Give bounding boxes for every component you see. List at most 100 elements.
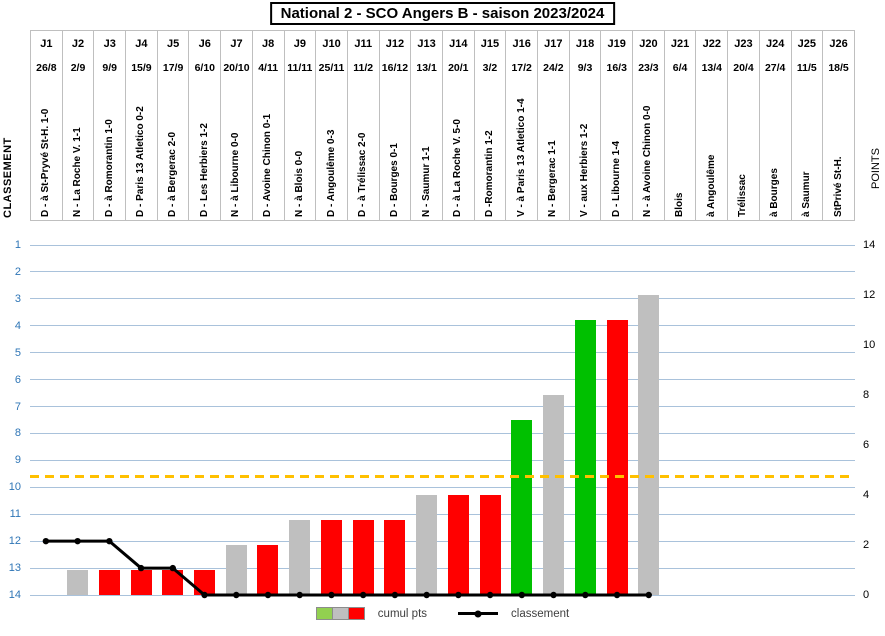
- right-axis-tick: 0: [863, 589, 870, 601]
- right-axis-tick: 14: [863, 239, 876, 251]
- matchday-result-cell: D - Angoulême 0-3: [316, 80, 348, 220]
- matchday-date-cell: 2/9: [63, 56, 95, 80]
- matchday-result-cell: D - Avoine Chinon 0-1: [253, 80, 285, 220]
- matchday-result-cell: D - Les Herbiers 1-2: [189, 80, 222, 220]
- matchday-result-cell: V - aux Herbiers 1-2: [570, 80, 602, 220]
- matchday-result-label: D - à St-Pryvé St-H. 1-0: [40, 108, 52, 217]
- left-axis-tick: 1: [14, 239, 21, 251]
- matchday-number-cell: J5: [158, 31, 190, 56]
- matchday-date-cell: 23/3: [633, 56, 665, 80]
- matchday-number-cell: J14: [443, 31, 475, 56]
- matchday-number-cell: J15: [475, 31, 507, 56]
- matchday-result-cell: N - Bergerac 1-1: [538, 80, 570, 220]
- legend-line-label: classement: [511, 607, 570, 620]
- matchday-number-cell: J18: [570, 31, 602, 56]
- matchday-number-cell: J1: [31, 31, 63, 56]
- matchday-result-label: D - à Trélissac 2-0: [357, 132, 369, 218]
- matchday-date-cell: 3/2: [475, 56, 507, 80]
- matchday-result-cell: à Saumur: [792, 80, 824, 220]
- matchday-date-cell: 18/5: [828, 62, 849, 74]
- legend-bars-label: cumul pts: [377, 607, 428, 620]
- matchday-number-cell: J13: [411, 31, 443, 56]
- matchday-result-cell: StPrivé St-H.: [823, 80, 854, 220]
- gridline: [30, 459, 855, 461]
- matchday-result-cell: D - à La Roche V. 5-0: [443, 80, 475, 220]
- gridline: [30, 486, 855, 488]
- left-axis-tick: 7: [14, 400, 21, 413]
- matchday-result-label: StPrivé St-H.: [832, 156, 844, 217]
- matchday-result-cell: N - Saumur 1-1: [411, 80, 443, 220]
- matchday-date-cell: 11/5: [792, 56, 824, 80]
- matchday-number-cell: J2: [63, 31, 95, 56]
- gridline: [30, 298, 855, 300]
- gridline: [30, 513, 855, 515]
- matchday-number-cell: J25: [792, 31, 824, 56]
- points-bar: [194, 570, 216, 595]
- matchday-result-label: N - à Avoine Chinon 0-0: [642, 105, 654, 218]
- left-axis-tick: 12: [8, 535, 21, 548]
- matchday-result-label: N - Bergerac 1-1: [547, 140, 559, 217]
- matchday-number-cell: J7: [221, 31, 253, 56]
- left-axis-tick: 9: [14, 454, 21, 467]
- points-bar: [543, 395, 565, 595]
- matchday-result-label: N - à Blois 0-0: [293, 150, 305, 217]
- matchday-number-cell: J26: [829, 37, 848, 50]
- points-bar: [447, 495, 469, 595]
- points-bar: [67, 570, 89, 595]
- matchday-date-cell: 9/3: [570, 56, 602, 80]
- matchday-number-cell: J16: [506, 31, 538, 56]
- matchday-number-cell: J12: [380, 31, 412, 56]
- points-bar: [225, 545, 247, 595]
- matchday-date-cell: 17/2: [506, 56, 538, 80]
- matchday-result-label: à Bourges: [769, 168, 781, 217]
- matchday-result-label: Trélissac: [737, 174, 749, 217]
- matchday-date-cell: 13/1: [411, 56, 443, 80]
- left-axis-tick: 3: [14, 292, 21, 305]
- gridline: [30, 594, 855, 596]
- matchday-result-label: V - à Paris 13 Atletico 1-4: [515, 98, 527, 217]
- matchday-result-label: D - à Bergerac 2-0: [167, 131, 179, 217]
- matchday-label-row: D - à St-Pryvé St-H. 1-0 N - La Roche V. …: [31, 80, 854, 220]
- matchday-date-cell: 11/11: [285, 56, 317, 80]
- points-bar: [352, 520, 374, 595]
- matchday-result-cell: D - à Trélissac 2-0: [348, 80, 380, 220]
- matchday-number-cell: J19: [601, 31, 634, 56]
- right-axis-tick: 10: [863, 339, 876, 351]
- matchday-number-cell: J20: [633, 31, 665, 56]
- matchday-number-cell: J23: [728, 31, 760, 56]
- left-axis-label: CLASSEMENT: [2, 137, 14, 219]
- points-bar: [130, 570, 152, 595]
- right-axis-tick: 4: [863, 489, 870, 501]
- matchday-result-cell: N - à Libourne 0-0: [221, 80, 253, 220]
- legend-line-dot: [474, 610, 482, 617]
- matchday-date-cell: 20/4: [728, 56, 760, 80]
- matchday-date-cell: 25/11: [316, 56, 348, 80]
- matchday-date-cell: 16/3: [601, 56, 634, 80]
- matchday-date-cell: 11/2: [348, 56, 380, 80]
- matchday-result-cell: Blois: [665, 80, 697, 220]
- matchday-table: J1 J2 J3 J4 J5 J6 J7 J8 J9 J10 J11 J12 J13 J14 J15 J16 J…: [30, 30, 855, 221]
- left-axis-tick: 2: [14, 265, 21, 278]
- matchday-result-cell: V - à Paris 13 Atletico 1-4: [506, 80, 538, 220]
- matchday-date-cell: 6/4: [665, 56, 697, 80]
- matchday-result-label: D - Libourne 1-4: [610, 140, 622, 217]
- matchday-number-cell: J17: [538, 31, 570, 56]
- matchday-date-cell: 24/2: [538, 56, 570, 80]
- matchday-date-cell: 20/1: [443, 56, 475, 80]
- matchday-result-cell: à Bourges: [760, 80, 792, 220]
- legend-swatch: [315, 607, 333, 620]
- points-bar: [416, 495, 438, 595]
- legend-swatch: [331, 607, 349, 620]
- gridline: [30, 379, 855, 381]
- left-axis-tick: 14: [8, 589, 21, 601]
- matchday-result-cell: D - à Romorantin 1-0: [94, 80, 127, 220]
- right-axis-tick: 12: [863, 289, 876, 301]
- matchday-result-cell: D - Libourne 1-4: [601, 80, 634, 220]
- left-axis-tick: 5: [14, 346, 21, 359]
- matchday-result-label: Blois: [674, 192, 686, 217]
- matchday-number-cell: J4: [126, 31, 158, 56]
- matchday-result-label: à Saumur: [800, 171, 812, 217]
- matchday-result-label: D - à Romorantin 1-0: [103, 119, 115, 217]
- threshold-line: [30, 474, 855, 478]
- matchday-result-cell: D - Paris 13 Atletico 0-2: [126, 80, 158, 220]
